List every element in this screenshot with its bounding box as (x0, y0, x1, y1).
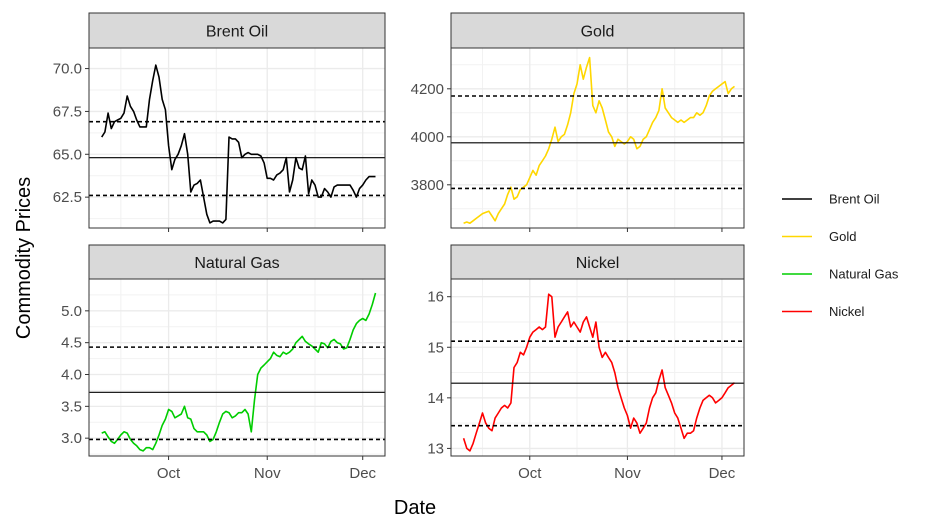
panel-brent-oil: Brent Oil 62.5 65.0 67.5 70.0 (53, 12, 386, 232)
x-tick-label: Dec (349, 465, 376, 482)
strip-label-gold: Gold (581, 24, 615, 41)
y-tick-label: 16 (427, 289, 444, 306)
panel-background (451, 279, 744, 456)
legend-item-natural-gas: Natural Gas (782, 267, 899, 282)
strip-nickel (450, 244, 745, 280)
x-tick-label: Oct (157, 465, 181, 482)
y-tick-label: 3800 (411, 177, 444, 194)
y-tick-label: 4200 (411, 81, 444, 98)
x-tick-label: Nov (254, 465, 281, 482)
panel-gold: Gold 3800 4000 4200 (411, 12, 745, 232)
y-tick-label: 3.0 (61, 430, 82, 447)
panel-border (88, 278, 386, 457)
series-line-nickel (462, 293, 736, 452)
x-tick-label: Dec (709, 465, 736, 482)
strip-brent-oil (88, 12, 386, 49)
y-tick-label: 62.5 (53, 189, 82, 206)
panel-border (88, 47, 386, 229)
y-tick-label: 65.0 (53, 146, 82, 163)
panel-border (450, 278, 745, 457)
legend-item-gold: Gold (782, 229, 856, 244)
legend: Brent Oil Gold Natural Gas Nickel (782, 192, 899, 319)
y-axis-title: Commodity Prices (13, 177, 35, 339)
x-tick-label: Nov (614, 465, 641, 482)
panel-nickel: Nickel 13 14 15 16 Oct Nov Dec (427, 244, 745, 482)
strip-label-nickel: Nickel (576, 255, 620, 272)
y-tick-label: 14 (427, 390, 444, 407)
panels-layer: Brent Oil 62.5 65.0 67.5 70.0 Gold 3800 4000 420… (53, 12, 745, 482)
strip-natural-gas (88, 244, 386, 280)
strip-gold (450, 12, 745, 49)
strip-label-natural-gas: Natural Gas (194, 255, 279, 272)
legend-item-nickel: Nickel (782, 304, 865, 319)
y-tick-label: 15 (427, 339, 444, 356)
panel-background (89, 48, 385, 228)
legend-label-gold: Gold (829, 229, 856, 244)
y-tick-label: 5.0 (61, 303, 82, 320)
y-tick-label: 67.5 (53, 103, 82, 120)
panel-border (450, 47, 745, 229)
legend-item-brent-oil: Brent Oil (782, 192, 880, 207)
y-tick-label: 13 (427, 440, 444, 457)
y-tick-label: 4.5 (61, 335, 82, 352)
panel-background (451, 48, 744, 228)
y-tick-label: 3.5 (61, 398, 82, 415)
legend-label-natural-gas: Natural Gas (829, 267, 899, 282)
series-line-gold (463, 56, 735, 224)
series-line-natural-gas (101, 292, 377, 452)
strip-label-brent-oil: Brent Oil (206, 24, 268, 41)
y-tick-label: 70.0 (53, 61, 82, 78)
y-tick-label: 4000 (411, 129, 444, 146)
legend-label-nickel: Nickel (829, 304, 865, 319)
y-tick-label: 4.0 (61, 367, 82, 384)
panel-background (89, 279, 385, 456)
legend-label-brent-oil: Brent Oil (829, 192, 880, 207)
panel-natural-gas: Natural Gas 3.0 3.5 4.0 4.5 5.0 Oct Nov Dec (61, 244, 386, 482)
x-axis-title: Date (394, 497, 436, 519)
x-tick-label: Oct (518, 465, 542, 482)
